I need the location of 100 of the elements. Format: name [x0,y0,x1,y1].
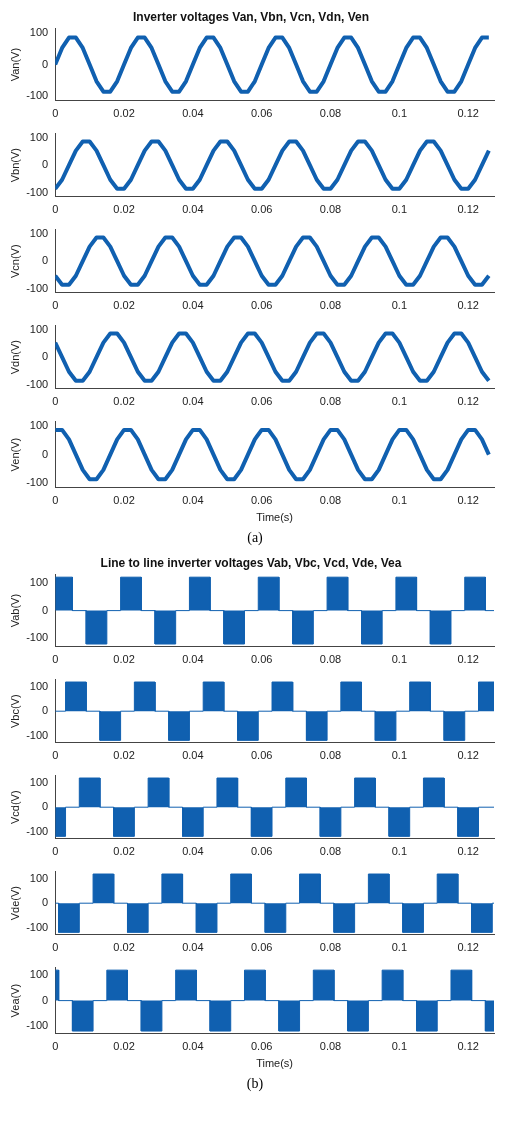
y-tick-label: 100 [29,871,49,884]
y-tick-label: -100 [26,476,49,489]
x-tick-label: 0.04 [182,395,204,408]
x-tick-label: 0.1 [391,107,408,120]
x-tick-label: 0.06 [250,203,273,216]
x-tick-label: 0.02 [113,107,135,120]
x-tick-label: 0 [52,395,59,408]
y-tick-label: 100 [29,322,49,335]
y-tick-label: 0 [42,704,49,717]
x-tick-label: 0.12 [457,299,479,312]
x-tick-label: 0 [52,494,59,507]
y-axis-title: Vbn(V) [8,148,21,183]
x-tick-label: 0.1 [391,845,408,858]
x-tick-label: 0.1 [391,395,408,408]
y-tick-label: 0 [42,57,49,70]
x-tick-label: 0.02 [113,941,135,954]
x-tick-label: 0.12 [457,941,479,954]
x-tick-label: 0.06 [250,749,273,762]
x-tick-label: 0.12 [457,395,479,408]
x-tick-label: 0.04 [182,107,204,120]
y-tick-label: 0 [42,350,49,363]
text: (b) [245,1075,265,1093]
x-tick-label: 0.08 [319,749,342,762]
x-tick-label: 0.1 [391,299,408,312]
chart-title: Inverter voltages Van, Vbn, Vcn, Vdn, Ven [132,9,370,24]
x-tick-label: 0.12 [457,494,479,507]
y-axis-title: Vbc(V) [8,694,21,729]
x-tick-label: 0.12 [457,749,479,762]
x-tick-label: 0.1 [391,941,408,954]
x-tick-label: 0.06 [250,494,273,507]
y-tick-label: 100 [29,968,49,981]
x-tick-label: 0.1 [391,1040,408,1053]
x-tick-label: 0.08 [319,653,342,666]
y-tick-label: 0 [42,603,49,616]
x-tick-label: 0.04 [182,845,204,858]
x-tick-label: 0.06 [250,107,273,120]
y-tick-label: 100 [29,130,49,143]
x-tick-label: 0.1 [391,494,408,507]
y-tick-label: 0 [42,800,49,813]
x-tick-label: 0.1 [391,203,408,216]
x-axis-title: Time(s) [256,1057,294,1070]
chart-title: Line to line inverter voltages Vab, Vbc, Vcd, Vde, Vea [100,555,402,570]
x-tick-label: 0.02 [113,653,135,666]
y-tick-label: 0 [42,993,49,1006]
y-tick-label: 100 [29,418,49,431]
y-tick-label: 100 [29,226,49,239]
x-tick-label: 0.02 [113,494,135,507]
x-tick-label: 0.02 [113,749,135,762]
x-tick-label: 0 [52,1040,59,1053]
y-axis-title: Vea(V) [8,983,21,1018]
x-tick-label: 0.12 [457,1040,479,1053]
y-tick-label: 0 [42,447,49,460]
x-tick-label: 0.12 [457,107,479,120]
y-tick-label: 0 [42,158,49,171]
x-tick-label: 0.08 [319,395,342,408]
x-tick-label: 0.08 [319,107,342,120]
y-tick-label: -100 [26,631,49,644]
y-tick-label: 100 [29,679,49,692]
y-axis-title: Vde(V) [8,886,21,921]
y-tick-label: -100 [26,824,49,837]
y-tick-label: -100 [26,1019,49,1032]
x-tick-label: 0.04 [182,653,204,666]
x-tick-label: 0.08 [319,494,342,507]
x-tick-label: 0.06 [250,845,273,858]
x-tick-label: 0.04 [182,941,204,954]
x-tick-label: 0.08 [319,1040,342,1053]
y-tick-label: 100 [29,575,49,588]
x-tick-label: 0.06 [250,395,273,408]
x-tick-label: 0 [52,749,59,762]
x-tick-label: 0.02 [113,845,135,858]
x-axis-title: Time(s) [256,511,294,524]
y-tick-label: -100 [26,377,49,390]
x-tick-label: 0.04 [182,299,204,312]
x-tick-label: 0.04 [182,203,204,216]
x-tick-label: 0.1 [391,653,408,666]
x-tick-label: 0 [52,299,59,312]
x-tick-label: 0.12 [457,203,479,216]
x-tick-label: 0.02 [113,1040,135,1053]
x-tick-label: 0.08 [319,845,342,858]
y-tick-label: 100 [29,26,49,39]
x-tick-label: 0.12 [457,653,479,666]
x-tick-label: 0 [52,107,59,120]
x-tick-label: 0.06 [250,653,273,666]
y-tick-label: -100 [26,728,49,741]
y-tick-label: -100 [26,920,49,933]
x-tick-label: 0.02 [113,299,135,312]
y-tick-label: -100 [26,89,49,102]
y-tick-label: 100 [29,775,49,788]
x-tick-label: 0.06 [250,299,273,312]
x-tick-label: 0 [52,845,59,858]
x-tick-label: 0.02 [113,395,135,408]
y-axis-title: Van(V) [8,47,21,82]
x-tick-label: 0 [52,653,59,666]
y-axis-title: Vab(V) [8,593,21,628]
x-tick-label: 0 [52,203,59,216]
x-tick-label: 0 [52,941,59,954]
x-tick-label: 0.08 [319,203,342,216]
y-tick-label: -100 [26,281,49,294]
y-axis-title: Vcn(V) [8,244,21,279]
x-tick-label: 0.08 [319,299,342,312]
